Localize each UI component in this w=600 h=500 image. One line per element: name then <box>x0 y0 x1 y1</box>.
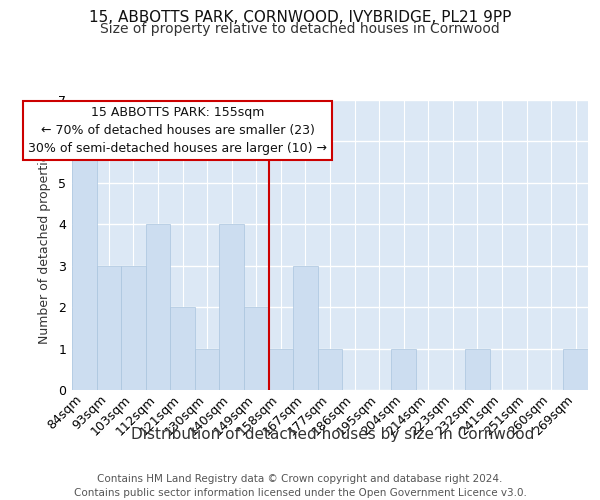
Text: Contains HM Land Registry data © Crown copyright and database right 2024.
Contai: Contains HM Land Registry data © Crown c… <box>74 474 526 498</box>
Y-axis label: Number of detached properties: Number of detached properties <box>38 146 52 344</box>
Bar <box>195 348 220 390</box>
Text: 15, ABBOTTS PARK, CORNWOOD, IVYBRIDGE, PL21 9PP: 15, ABBOTTS PARK, CORNWOOD, IVYBRIDGE, P… <box>89 10 511 25</box>
Bar <box>97 266 121 390</box>
Bar <box>391 348 416 390</box>
Bar <box>170 307 195 390</box>
Bar <box>220 224 244 390</box>
Bar <box>269 348 293 390</box>
Bar <box>293 266 318 390</box>
Bar <box>244 307 269 390</box>
Bar <box>146 224 170 390</box>
Bar <box>121 266 146 390</box>
Text: 15 ABBOTTS PARK: 155sqm
← 70% of detached houses are smaller (23)
30% of semi-de: 15 ABBOTTS PARK: 155sqm ← 70% of detache… <box>28 106 327 155</box>
Bar <box>318 348 342 390</box>
Bar <box>465 348 490 390</box>
Bar <box>72 142 97 390</box>
Text: Size of property relative to detached houses in Cornwood: Size of property relative to detached ho… <box>100 22 500 36</box>
Text: Distribution of detached houses by size in Cornwood: Distribution of detached houses by size … <box>131 428 535 442</box>
Bar <box>563 348 588 390</box>
